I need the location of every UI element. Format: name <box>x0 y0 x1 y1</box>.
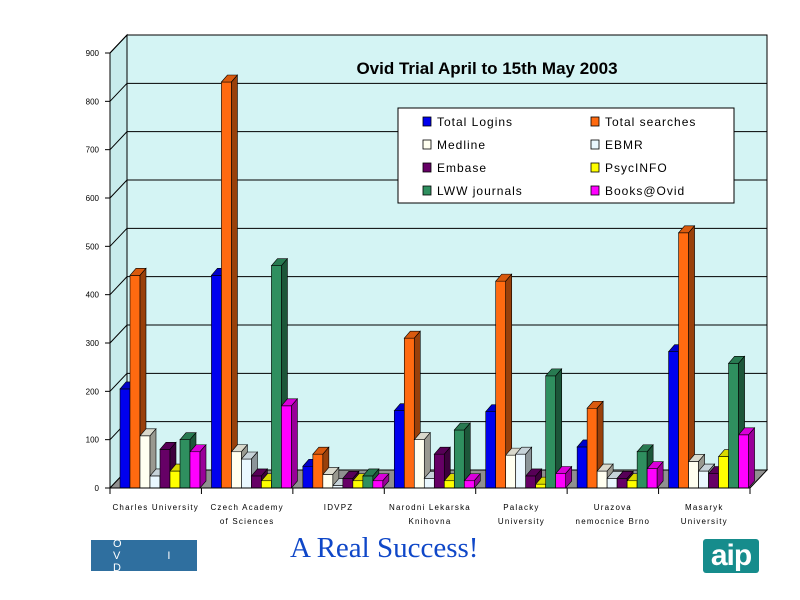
y-tick-label: 800 <box>86 97 100 106</box>
x-tick-label: Charles University <box>112 503 199 512</box>
bar <box>646 460 664 489</box>
bar <box>737 427 756 489</box>
legend-swatch <box>422 162 432 173</box>
y-tick-label: 300 <box>86 339 100 348</box>
legend-swatch <box>422 116 432 127</box>
legend-label: Medline <box>437 138 486 152</box>
gridline <box>109 227 767 247</box>
chart-title: Ovid Trial April to 15th May 2003 <box>356 59 617 78</box>
x-tick-label: IDVPZ <box>324 503 354 512</box>
legend-label: EBMR <box>605 138 644 152</box>
legend-item: Medline <box>422 138 486 152</box>
gridline <box>109 82 767 102</box>
y-tick-label: 200 <box>86 387 100 396</box>
x-tick-label: Urazova <box>594 503 632 512</box>
legend-item: Embase <box>422 161 487 175</box>
legend-swatch <box>590 162 600 173</box>
legend-label: Total searches <box>605 115 696 129</box>
legend-swatch <box>422 139 432 150</box>
x-tick-label: Narodni Lekarska <box>389 503 471 512</box>
y-axis-ticks: 0 100 200 300 400 500 600 700 800 900 <box>86 49 110 493</box>
gridline <box>109 34 767 54</box>
y-tick-label: 400 <box>86 291 100 300</box>
bar <box>677 224 696 489</box>
bar <box>463 472 481 489</box>
legend-item: Books@Ovid <box>590 184 685 198</box>
bar <box>495 273 513 489</box>
gridline <box>109 324 767 344</box>
bar <box>453 422 471 489</box>
legend-item: Total searches <box>590 115 696 129</box>
bar <box>322 466 340 489</box>
y-tick-label: 900 <box>86 49 100 58</box>
legend-swatch <box>590 116 600 127</box>
x-tick-label: University <box>681 517 728 526</box>
x-tick-label: Knihovna <box>409 517 452 526</box>
legend-swatch <box>590 139 600 150</box>
legend-swatch <box>422 185 432 196</box>
x-tick-label: nemocnice Brno <box>576 517 651 526</box>
x-axis-labels: Charles University Czech Academy of Scienc… <box>109 487 751 526</box>
y-tick-label: 100 <box>86 436 100 445</box>
legend-item: LWW journals <box>422 184 523 198</box>
legend-item: Total Logins <box>422 115 513 129</box>
legend: Total Logins Total searches Medline EBMR Emb… <box>397 107 735 204</box>
legend-item: EBMR <box>590 138 644 152</box>
legend-box <box>397 107 735 204</box>
bar <box>280 398 299 489</box>
legend-label: PsycINFO <box>605 161 668 175</box>
x-tick-label: Czech Academy <box>210 503 283 512</box>
legend-label: Embase <box>437 161 487 175</box>
legend-label: LWW journals <box>437 184 523 198</box>
ovid-logo: O V I D <box>91 538 197 574</box>
legend-item: PsycINFO <box>590 161 668 175</box>
y-tick-label: 700 <box>86 146 100 155</box>
bar <box>189 443 207 489</box>
x-tick-label: Masaryk <box>685 503 724 512</box>
legend-label: Total Logins <box>437 115 513 129</box>
x-tick-label: Palacky <box>503 503 539 512</box>
bar <box>220 74 239 489</box>
legend-swatch <box>590 185 600 196</box>
slogan: A Real Success! <box>290 532 479 564</box>
x-tick-label: of Sciences <box>220 517 275 526</box>
x-tick-label: University <box>498 517 545 526</box>
y-tick-label: 0 <box>95 484 100 493</box>
legend-label: Books@Ovid <box>605 184 685 198</box>
y-tick-label: 600 <box>86 194 100 203</box>
gridline <box>109 276 767 296</box>
bar <box>372 472 390 489</box>
y-tick-label: 500 <box>86 242 100 251</box>
aip-logo: aip <box>703 539 759 573</box>
